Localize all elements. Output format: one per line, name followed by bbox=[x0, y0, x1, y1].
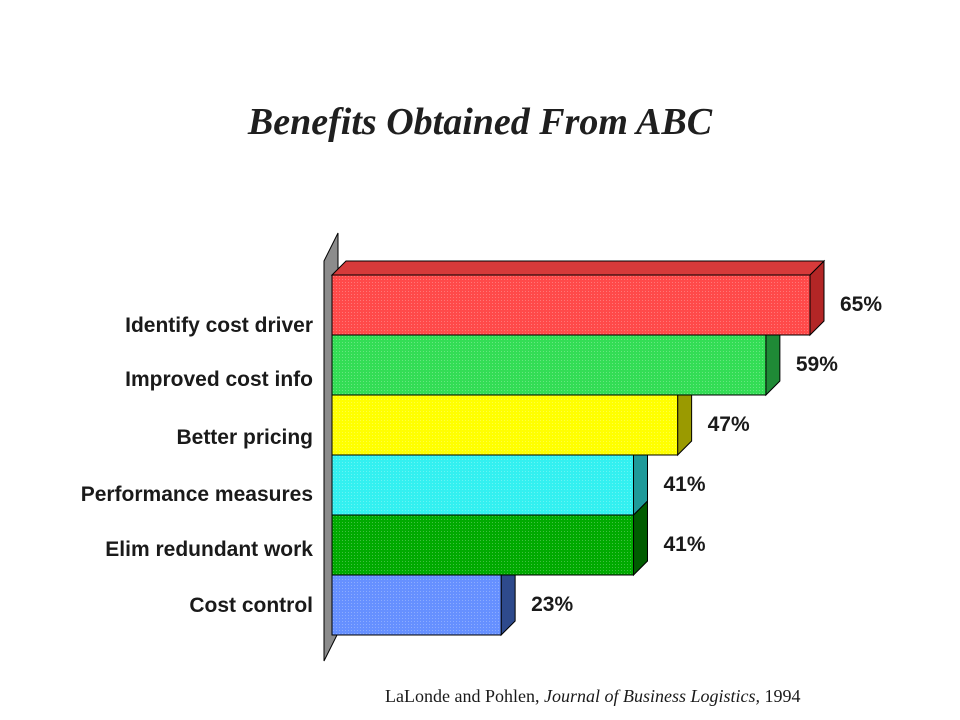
bar-6 bbox=[331, 559, 516, 637]
value-label: 41% bbox=[664, 533, 706, 556]
value-label: 59% bbox=[796, 353, 838, 376]
category-label: Performance measures bbox=[81, 483, 313, 506]
value-label: 47% bbox=[708, 413, 750, 436]
chart-title: Benefits Obtained From ABC bbox=[247, 101, 713, 143]
source-year: 1994 bbox=[764, 686, 801, 706]
source-journal: Journal of Business Logistics, bbox=[543, 686, 760, 706]
bar-1 bbox=[330, 259, 826, 337]
bar-front bbox=[331, 454, 635, 516]
category-label: Cost control bbox=[189, 594, 313, 617]
category-label: Better pricing bbox=[176, 426, 313, 449]
value-label: 41% bbox=[664, 473, 706, 496]
bar-3 bbox=[331, 379, 693, 457]
bar-front bbox=[331, 514, 635, 576]
bar-4 bbox=[331, 439, 649, 517]
bar-front bbox=[331, 394, 679, 456]
category-label: Elim redundant work bbox=[105, 538, 313, 561]
value-label: 65% bbox=[840, 293, 882, 316]
category-label: Improved cost info bbox=[125, 368, 313, 391]
source-authors: LaLonde and Pohlen, bbox=[385, 686, 540, 706]
bar-front bbox=[331, 334, 767, 396]
bar-front bbox=[331, 274, 811, 336]
bar-2 bbox=[331, 319, 781, 397]
bar-5 bbox=[331, 499, 649, 577]
bar-top bbox=[330, 260, 826, 276]
category-label: Identify cost driver bbox=[125, 314, 313, 337]
source-citation: LaLonde and Pohlen, Journal of Business … bbox=[385, 686, 800, 707]
bar-front bbox=[331, 574, 502, 636]
value-label: 23% bbox=[531, 593, 573, 616]
